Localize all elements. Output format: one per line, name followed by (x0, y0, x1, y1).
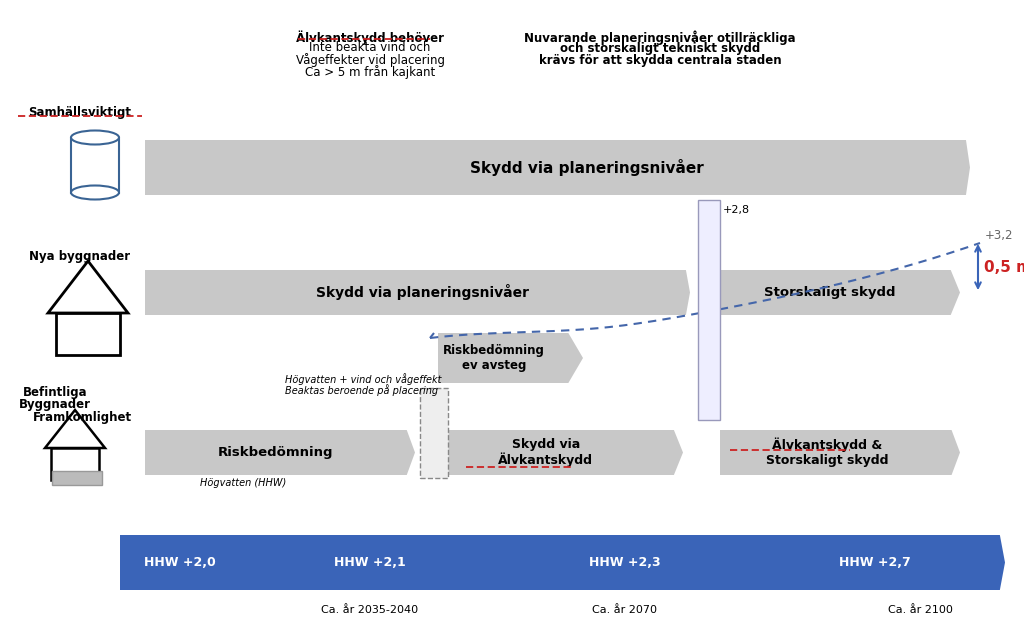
Polygon shape (45, 410, 105, 448)
Polygon shape (438, 333, 583, 383)
FancyBboxPatch shape (420, 388, 449, 478)
FancyBboxPatch shape (71, 137, 119, 192)
Polygon shape (48, 261, 128, 313)
Text: Storskaligt skydd: Storskaligt skydd (765, 286, 896, 299)
Text: Samhällsviktigt: Samhällsviktigt (29, 106, 131, 119)
Text: Älvkantskydd behöver: Älvkantskydd behöver (296, 30, 444, 44)
Text: Högvatten + vind och vågeffekt: Högvatten + vind och vågeffekt (285, 373, 441, 385)
Text: Riskbedömning
ev avsteg: Riskbedömning ev avsteg (443, 344, 545, 372)
Text: Skydd via planeringsnivåer: Skydd via planeringsnivåer (316, 284, 529, 301)
Text: Skydd via
Älvkantskydd: Skydd via Älvkantskydd (499, 437, 593, 467)
Text: Riskbedömning: Riskbedömning (217, 446, 333, 459)
Text: Högvatten (HHW): Högvatten (HHW) (200, 478, 287, 488)
Polygon shape (120, 535, 1005, 590)
Polygon shape (720, 430, 961, 475)
Text: Beaktas beroende på placering: Beaktas beroende på placering (285, 384, 438, 396)
Text: +2,8: +2,8 (723, 205, 751, 215)
Text: Framkomlighet: Framkomlighet (33, 411, 131, 424)
Text: Ca. år 2035-2040: Ca. år 2035-2040 (322, 605, 419, 615)
Text: Vågeffekter vid placering: Vågeffekter vid placering (296, 53, 444, 67)
FancyBboxPatch shape (698, 200, 720, 420)
Text: Byggnader: Byggnader (19, 398, 91, 411)
Polygon shape (145, 270, 690, 315)
Polygon shape (720, 270, 961, 315)
Polygon shape (145, 140, 970, 195)
Ellipse shape (71, 130, 119, 144)
Text: Ca > 5 m från kajkant: Ca > 5 m från kajkant (305, 65, 435, 79)
Text: Ca. år 2070: Ca. år 2070 (593, 605, 657, 615)
Polygon shape (438, 430, 683, 475)
Text: och storskaligt tekniskt skydd: och storskaligt tekniskt skydd (560, 42, 760, 55)
FancyBboxPatch shape (56, 313, 120, 355)
Text: Inte beakta vind och: Inte beakta vind och (309, 41, 431, 54)
Text: HHW +2,7: HHW +2,7 (839, 556, 911, 569)
Polygon shape (145, 430, 415, 475)
Text: +3,2: +3,2 (985, 229, 1014, 242)
Text: Ca. år 2100: Ca. år 2100 (888, 605, 952, 615)
Text: HHW +2,1: HHW +2,1 (334, 556, 406, 569)
Text: HHW +2,3: HHW +2,3 (589, 556, 660, 569)
Text: Skydd via planeringsnivåer: Skydd via planeringsnivåer (470, 159, 705, 176)
Text: Befintliga: Befintliga (23, 386, 87, 399)
FancyBboxPatch shape (51, 448, 99, 480)
Text: HHW +2,0: HHW +2,0 (144, 556, 216, 569)
Text: 0,5 m: 0,5 m (984, 260, 1024, 275)
Text: Älvkantskydd &
Storskaligt skydd: Älvkantskydd & Storskaligt skydd (766, 437, 889, 467)
Text: Nuvarande planeringsnivåer otillräckliga: Nuvarande planeringsnivåer otillräckliga (524, 30, 796, 44)
FancyBboxPatch shape (52, 471, 102, 485)
Text: Nya byggnader: Nya byggnader (30, 250, 131, 263)
Text: krävs för att skydda centrala staden: krävs för att skydda centrala staden (539, 54, 781, 67)
Ellipse shape (71, 185, 119, 199)
